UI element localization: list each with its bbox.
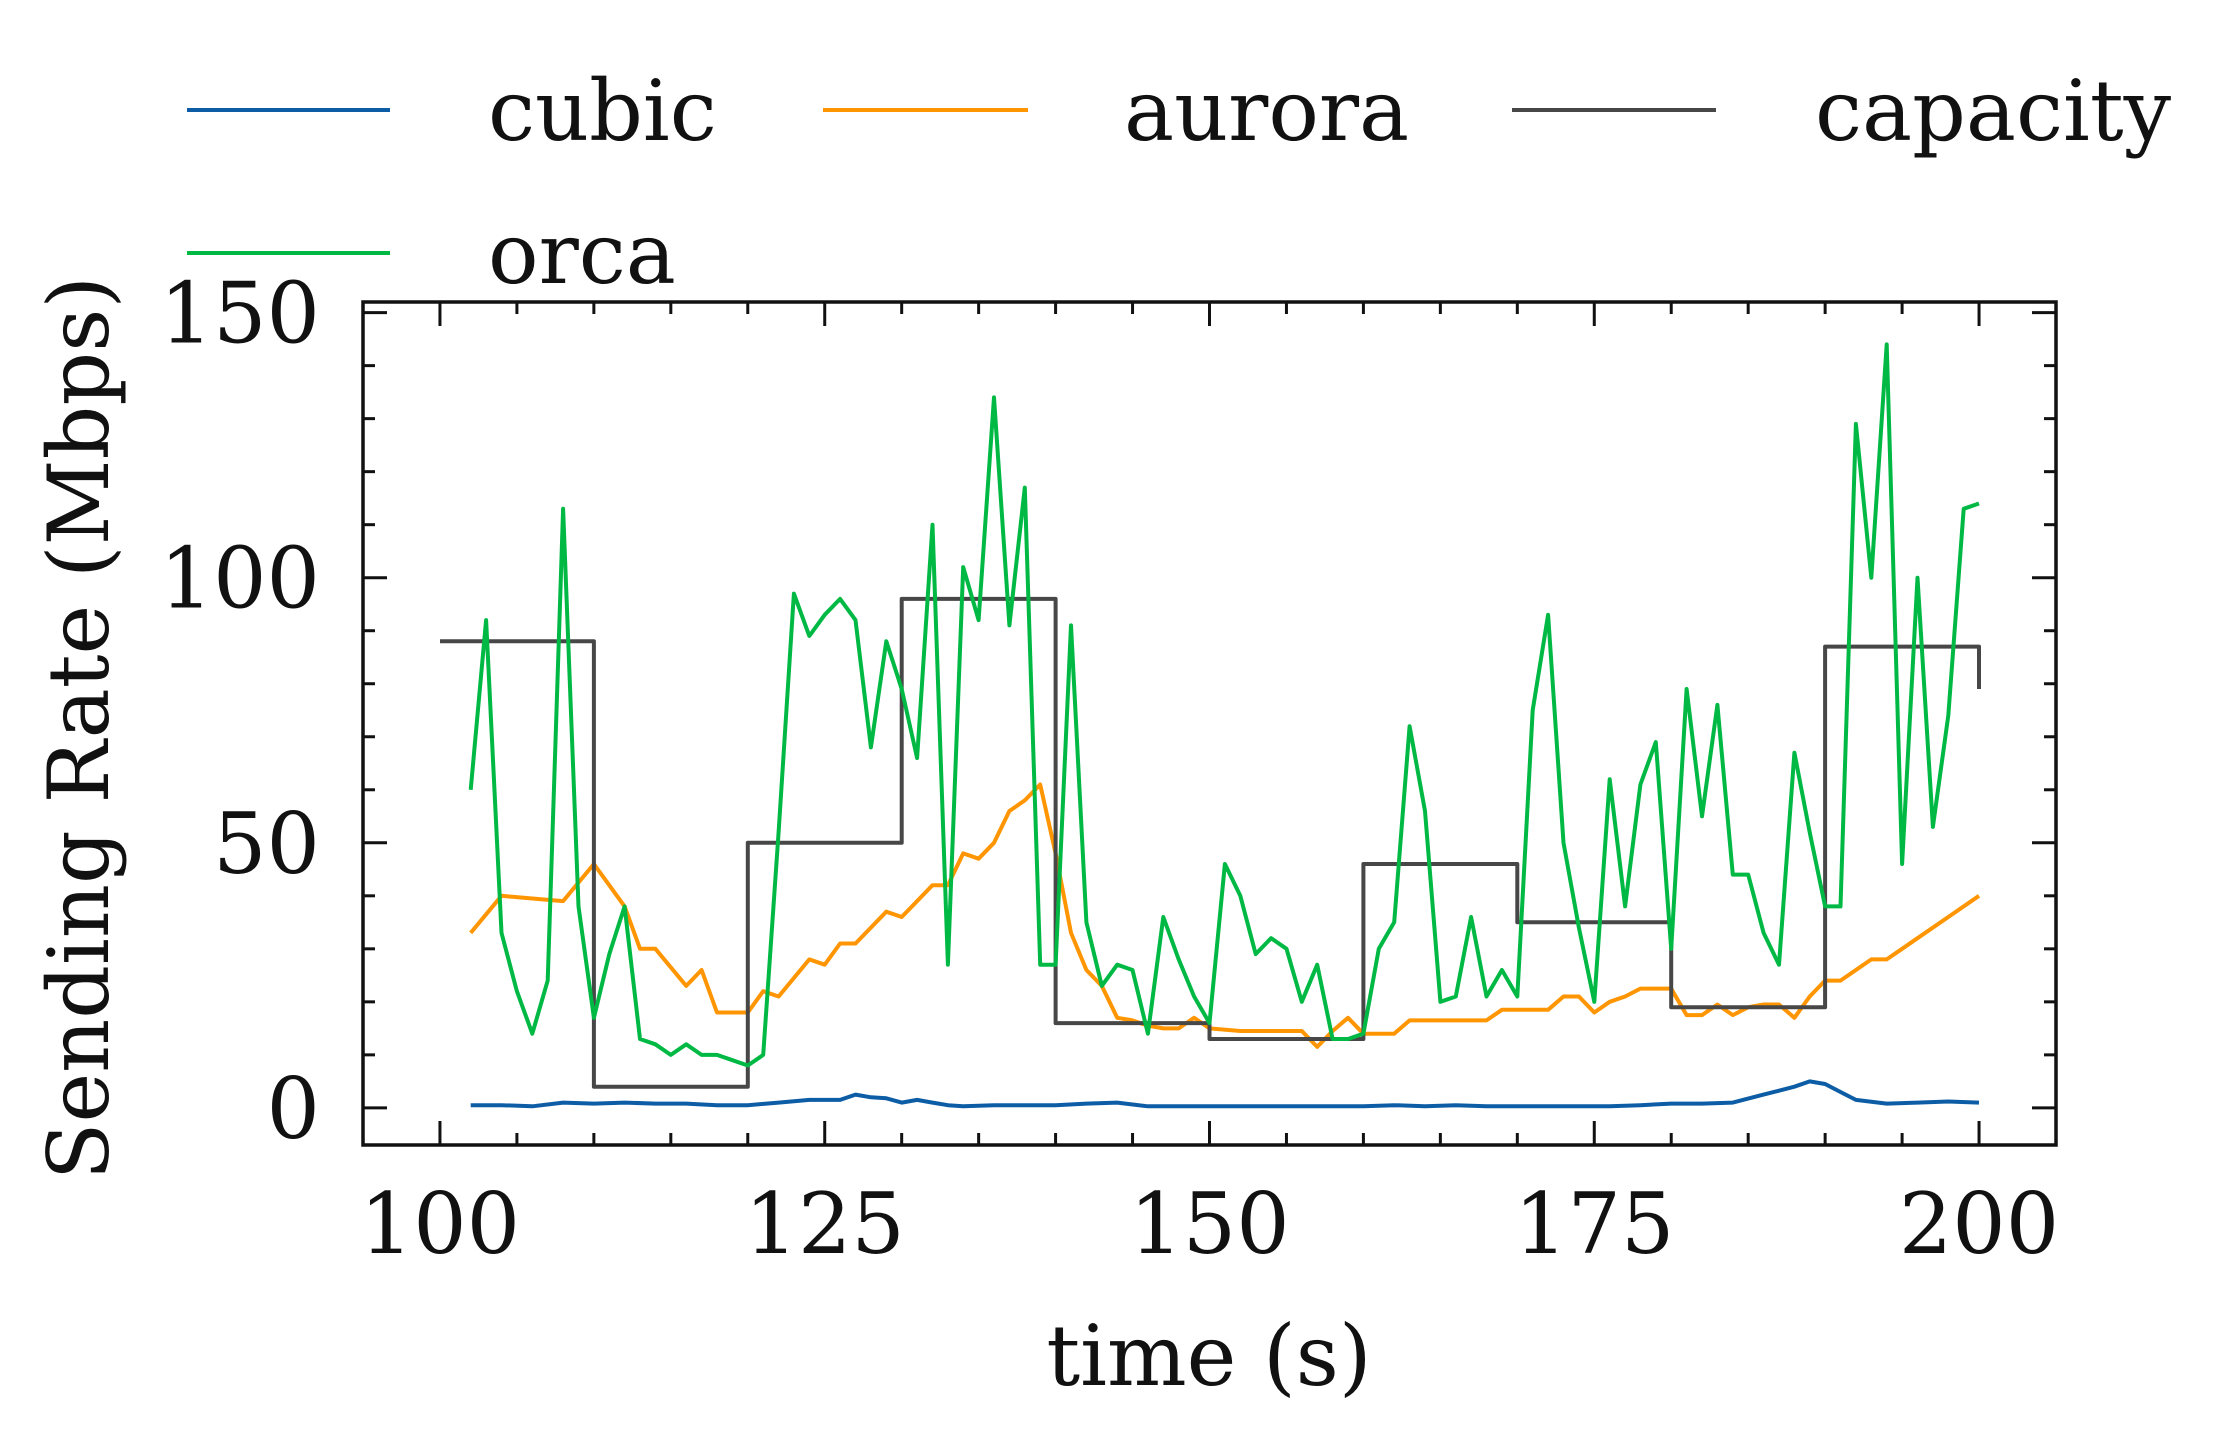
legend-label-aurora: aurora [1124,62,1409,160]
y-axis-title: Sending Rate (Mbps) [30,276,128,1180]
y-tick-label: 0 [267,1060,320,1158]
axis-ticks [363,302,2056,1145]
x-tick-label: 200 [1899,1175,2059,1273]
x-axis-title: time (s) [1046,1307,1371,1405]
legend-label-cubic: cubic [488,62,717,160]
x-tick-label: 100 [360,1175,520,1273]
legend: cubic aurora capacity orca [187,62,2172,303]
axis-tick-labels: 100 125 150 175 200 0 50 100 150 [160,265,2060,1273]
x-tick-label: 125 [745,1175,905,1273]
x-tick-label: 150 [1129,1175,1289,1273]
legend-label-orca: orca [488,205,676,303]
plot-series [440,342,1981,1109]
x-tick-label: 175 [1514,1175,1674,1273]
series-line-capacity [440,596,1981,1089]
legend-label-capacity: capacity [1815,62,2172,160]
series-line-aurora [469,782,1981,1049]
series-line-cubic [470,1079,1980,1109]
y-tick-label: 100 [160,530,320,628]
y-tick-label: 50 [213,795,320,893]
series-line-orca [468,342,1980,1068]
y-tick-label: 150 [160,265,320,363]
